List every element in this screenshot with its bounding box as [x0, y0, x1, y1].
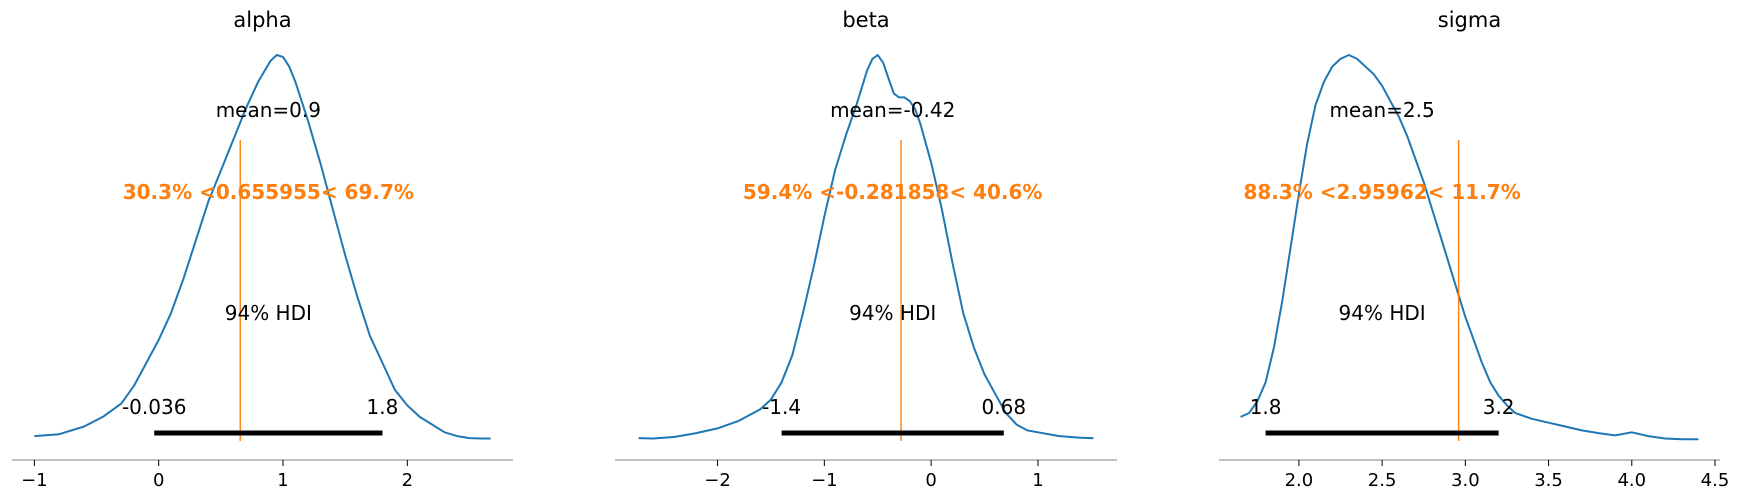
x-tick-label: 0 — [925, 470, 936, 491]
reference-label: 88.3% <2.95962< 11.7% — [1243, 180, 1520, 204]
density-curve — [34, 54, 491, 440]
mean-label: mean=-0.42 — [830, 98, 955, 122]
x-tick-label: 2.0 — [1285, 470, 1314, 491]
panel-alpha: alpha -0.036 1.8 94% HDI mean=0.9 30.3% <0.65… — [12, 8, 513, 491]
hdi-low-label: -0.036 — [122, 395, 186, 419]
panel-beta: beta -1.4 0.68 94% HDI mean=-0.42 59.4% <-0.2… — [615, 8, 1117, 491]
panel-title: sigma — [1438, 8, 1501, 32]
x-tick-label: −1 — [811, 470, 838, 491]
panel-title: alpha — [233, 8, 291, 32]
x-tick-label: 0 — [153, 470, 164, 491]
mean-label: mean=0.9 — [216, 98, 321, 122]
hdi-caption: 94% HDI — [1339, 301, 1426, 325]
hdi-high-label: 0.68 — [982, 395, 1027, 419]
panel-sigma: sigma 1.8 3.2 94% HDI mean=2.5 88.3% <2.95962… — [1219, 8, 1729, 491]
reference-label: 59.4% <-0.281858< 40.6% — [743, 180, 1043, 204]
hdi-caption: 94% HDI — [849, 301, 936, 325]
x-tick-label: 2 — [402, 470, 413, 491]
hdi-low-label: 1.8 — [1250, 395, 1282, 419]
hdi-low-label: -1.4 — [762, 395, 801, 419]
hdi-high-label: 1.8 — [367, 395, 399, 419]
density-curve — [1240, 54, 1699, 441]
x-tick-label: 4.5 — [1701, 470, 1730, 491]
density-curve — [638, 54, 1094, 440]
hdi-caption: 94% HDI — [225, 301, 312, 325]
x-tick-label: −1 — [21, 470, 48, 491]
panel-title: beta — [842, 8, 889, 32]
x-tick-label: 3.0 — [1451, 470, 1480, 491]
x-tick-label: −2 — [704, 470, 731, 491]
x-tick-label: 1 — [1032, 470, 1043, 491]
x-tick-label: 1 — [277, 470, 288, 491]
x-tick-label: 4.0 — [1617, 470, 1646, 491]
reference-label: 30.3% <0.655955< 69.7% — [123, 180, 414, 204]
x-tick-label: 3.5 — [1534, 470, 1563, 491]
x-tick-label: 2.5 — [1368, 470, 1397, 491]
hdi-high-label: 3.2 — [1483, 395, 1515, 419]
mean-label: mean=2.5 — [1329, 98, 1434, 122]
